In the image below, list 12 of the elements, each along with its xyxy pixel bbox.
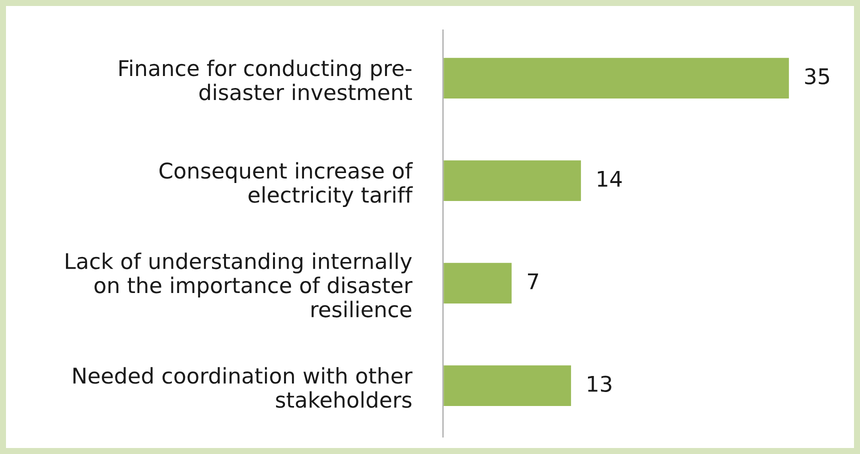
y-tick-label: Finance for conducting pre- disaster investment <box>119 60 412 100</box>
y-tick-label: Lack of understanding internally on the importance of disaster resilience <box>66 252 412 318</box>
bar <box>443 364 572 408</box>
bar <box>443 158 582 202</box>
data-label: 7 <box>528 273 538 290</box>
data-label: 13 <box>588 376 612 392</box>
y-tick-label: Needed coordination with other stakeholders <box>73 367 412 408</box>
bar <box>443 262 514 305</box>
data-label: 14 <box>598 170 622 187</box>
bar <box>443 56 790 100</box>
y-tick-label: Consequent increase of electricity tariff <box>160 162 413 208</box>
data-label: 35 <box>805 68 830 84</box>
